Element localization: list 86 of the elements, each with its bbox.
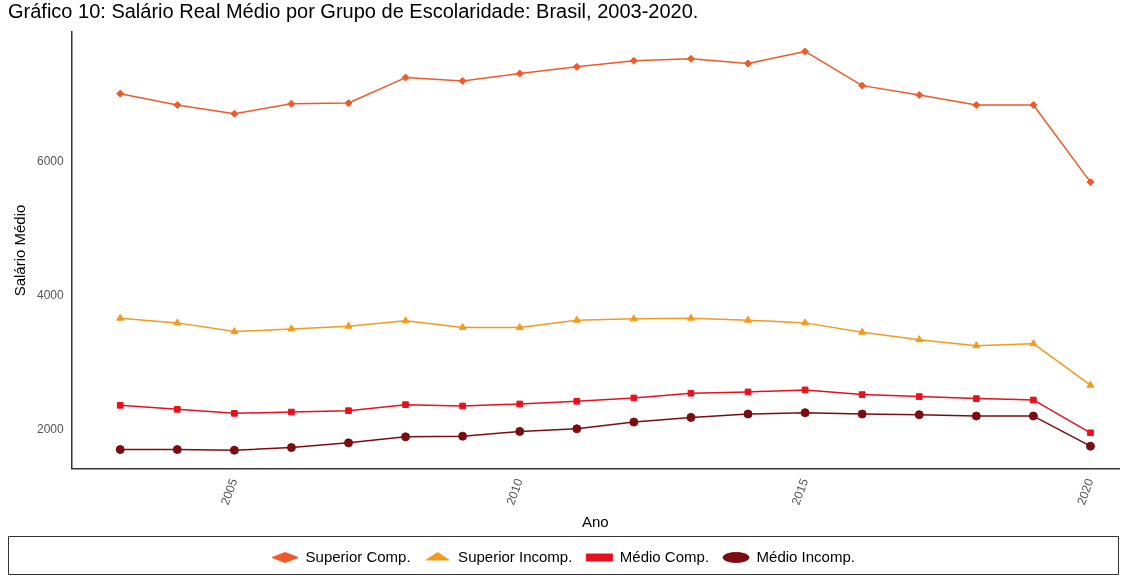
point [515,426,525,436]
legend-label: Superior Comp. [305,547,411,565]
point [572,315,581,323]
point [116,313,125,321]
point [1087,429,1094,437]
point [686,313,695,321]
point [173,318,182,326]
point [458,431,468,441]
point [230,109,239,118]
point [801,386,809,394]
point [229,445,239,455]
point [1085,441,1095,451]
point [686,54,695,63]
point [915,335,924,343]
point [744,315,752,323]
point [915,393,923,400]
point [686,412,696,422]
x-axis-title: Ano [582,513,609,531]
y-tick-label: 2000 [36,421,65,436]
point [402,401,409,408]
point [915,91,924,99]
point [116,401,124,409]
point [629,56,638,65]
point [801,318,810,326]
point [972,395,980,402]
point [172,445,182,455]
point [1086,380,1095,388]
point [1030,396,1037,404]
x-tick-label: 2005 [218,476,241,507]
point [458,76,467,85]
point [1029,339,1038,347]
point [115,445,125,455]
point [972,341,981,349]
x-tick-label: 2020 [1074,476,1097,507]
point [1028,411,1038,421]
point [914,410,924,420]
point [286,443,296,453]
point [230,327,239,335]
legend-label: Médio Comp. [619,547,710,565]
point [287,324,296,332]
point [459,402,466,410]
point [173,101,182,110]
point [116,89,125,98]
point [344,438,353,448]
point [971,411,981,421]
legend-label: Superior Incomp. [458,547,573,565]
point [344,321,353,329]
point [515,69,524,78]
x-tick-label: 2010 [503,476,526,507]
point [344,99,353,108]
point [401,316,410,324]
point [288,408,295,416]
legend-label: Médio Incomp. [756,547,855,565]
y-tick-label: 4000 [36,287,65,302]
point [858,391,866,398]
point [287,99,296,108]
point [458,323,467,331]
point [858,327,867,335]
point [858,81,867,90]
point [801,47,810,56]
point [687,389,695,397]
y-axis-title: Salário Médio [11,204,29,297]
point [401,432,411,442]
point [515,323,524,331]
point [629,417,639,427]
x-tick-label: 2015 [788,476,812,507]
point [630,394,638,402]
point [401,73,410,82]
point [573,397,581,405]
point [1086,178,1095,187]
point [572,424,582,434]
point [972,101,981,110]
point [572,62,581,71]
point [516,400,524,408]
point [629,314,638,322]
point [231,410,238,417]
chart-title: Gráfico 10: Salário Real Médio por Grupo de Escolaridade: Brasil, 2003-2020. [8,0,699,22]
point [173,406,181,413]
point [1029,101,1038,110]
point [744,59,753,68]
point [345,407,352,415]
point [743,409,753,419]
point [857,409,867,419]
point [800,408,810,418]
point [744,388,752,396]
y-tick-label: 6000 [36,153,65,168]
